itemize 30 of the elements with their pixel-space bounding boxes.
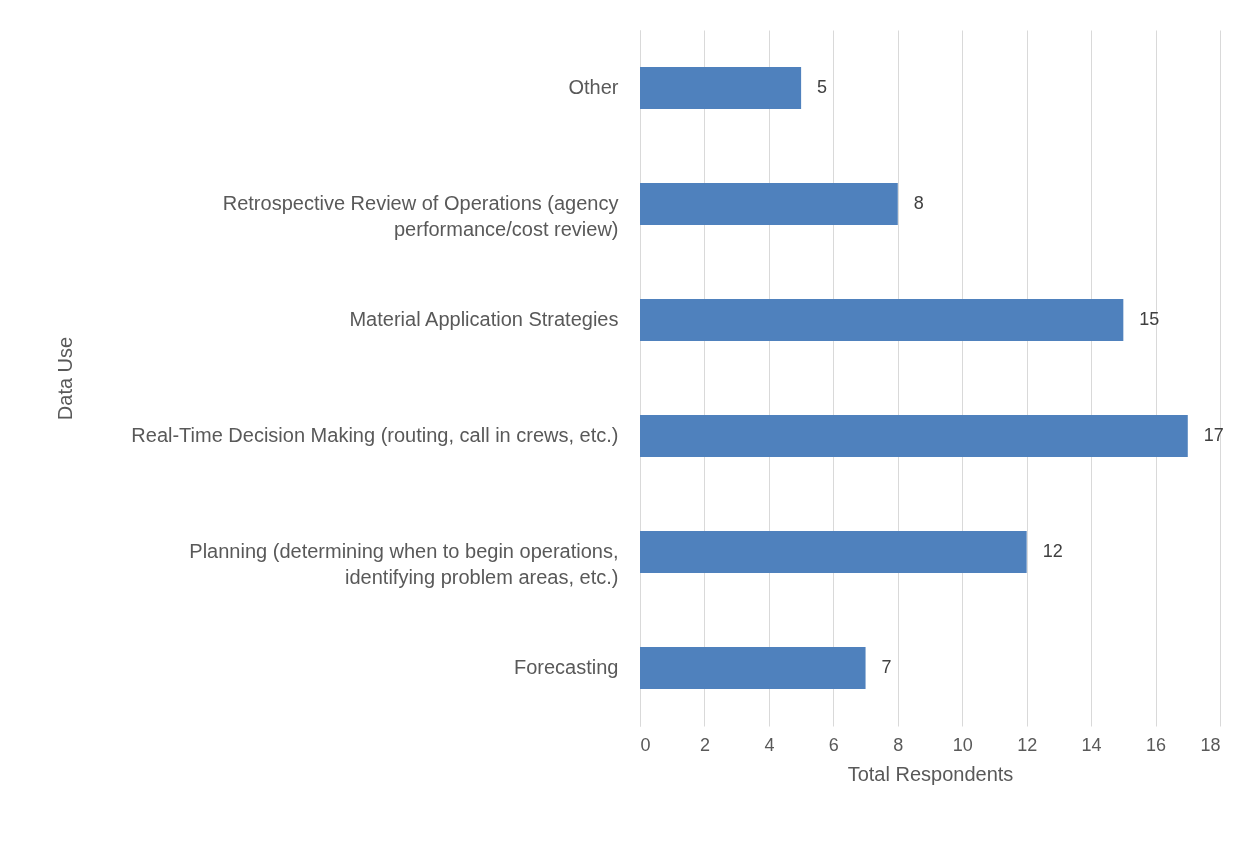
x-tick-label: 8 xyxy=(893,734,904,755)
x-tick-label: 18 xyxy=(1200,734,1221,755)
x-tick-label: 6 xyxy=(828,734,839,755)
bar xyxy=(640,531,1027,573)
bar xyxy=(640,415,1188,457)
x-axis-title: Total Respondents xyxy=(847,762,1014,785)
x-tick-label: 14 xyxy=(1081,734,1102,755)
x-tick-label: 10 xyxy=(952,734,973,755)
y-tick-label: Real-Time Decision Making (routing, call in crews, etc.) xyxy=(131,424,619,446)
y-tick-label: Retrospective Review of Operations (agency performance/cost review) xyxy=(222,192,619,240)
x-tick-label: 2 xyxy=(699,734,710,755)
bar xyxy=(640,299,1124,341)
y-tick-label: Planning (determining when to begin operations, identifying problem areas, etc.) xyxy=(189,540,619,588)
data-label: 5 xyxy=(817,77,828,97)
x-tick-label: 4 xyxy=(764,734,775,755)
x-tick-label: 0 xyxy=(640,734,651,755)
y-tick-label: Forecasting xyxy=(514,656,619,678)
y-axis-title: Data Use xyxy=(53,336,76,421)
y-tick-label: Other xyxy=(568,76,619,98)
x-tick-label: 16 xyxy=(1146,734,1167,755)
y-tick-label: Material Application Strategies xyxy=(349,308,619,330)
data-label: 17 xyxy=(1203,425,1224,445)
x-tick-label: 12 xyxy=(1017,734,1038,755)
data-label: 8 xyxy=(913,193,924,213)
data-label: 7 xyxy=(881,657,892,677)
bar xyxy=(640,67,802,109)
data-label: 15 xyxy=(1139,309,1160,329)
bar xyxy=(640,647,866,689)
data-label: 12 xyxy=(1042,541,1063,561)
bar xyxy=(640,183,898,225)
